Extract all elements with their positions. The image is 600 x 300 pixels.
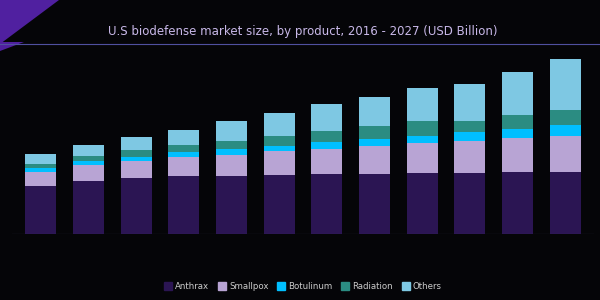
Bar: [502, 116, 533, 129]
Bar: [359, 139, 390, 146]
Bar: [311, 104, 343, 131]
Bar: [73, 181, 104, 234]
Bar: [121, 161, 152, 178]
Bar: [263, 175, 295, 234]
Bar: [216, 149, 247, 154]
Bar: [550, 172, 581, 234]
Bar: [359, 146, 390, 174]
Bar: [121, 178, 152, 234]
Bar: [168, 176, 199, 234]
Bar: [311, 149, 343, 174]
Bar: [550, 59, 581, 110]
Bar: [168, 130, 199, 145]
Bar: [121, 137, 152, 150]
Bar: [216, 176, 247, 234]
Bar: [25, 186, 56, 234]
Bar: [502, 72, 533, 116]
Bar: [550, 125, 581, 136]
Bar: [73, 161, 104, 165]
Bar: [454, 132, 485, 141]
Legend: Anthrax, Smallpox, Botulinum, Radiation, Others: Anthrax, Smallpox, Botulinum, Radiation,…: [161, 278, 445, 295]
Bar: [359, 174, 390, 234]
Bar: [263, 146, 295, 152]
Bar: [121, 157, 152, 161]
Bar: [311, 174, 343, 234]
Bar: [73, 145, 104, 156]
Bar: [121, 150, 152, 157]
Bar: [25, 164, 56, 168]
Bar: [550, 110, 581, 125]
Bar: [407, 88, 438, 121]
Polygon shape: [0, 42, 24, 51]
Polygon shape: [0, 0, 59, 44]
Bar: [407, 173, 438, 234]
Bar: [263, 136, 295, 146]
Bar: [263, 152, 295, 175]
Bar: [502, 138, 533, 172]
Bar: [502, 172, 533, 234]
Bar: [25, 168, 56, 172]
Bar: [263, 113, 295, 136]
Bar: [73, 156, 104, 161]
Bar: [407, 143, 438, 173]
Bar: [216, 154, 247, 176]
Bar: [407, 136, 438, 143]
Bar: [73, 165, 104, 181]
Bar: [311, 142, 343, 149]
Bar: [407, 121, 438, 136]
Bar: [502, 129, 533, 138]
Bar: [25, 172, 56, 186]
Bar: [454, 84, 485, 121]
Bar: [168, 145, 199, 152]
Bar: [25, 154, 56, 164]
Bar: [168, 157, 199, 176]
Bar: [359, 126, 390, 139]
Bar: [168, 152, 199, 157]
Bar: [454, 121, 485, 132]
Bar: [359, 97, 390, 126]
Bar: [216, 121, 247, 141]
Bar: [311, 131, 343, 142]
Bar: [454, 141, 485, 172]
Bar: [216, 141, 247, 149]
Bar: [454, 172, 485, 234]
Text: U.S biodefense market size, by product, 2016 - 2027 (USD Billion): U.S biodefense market size, by product, …: [108, 25, 497, 38]
Bar: [550, 136, 581, 172]
